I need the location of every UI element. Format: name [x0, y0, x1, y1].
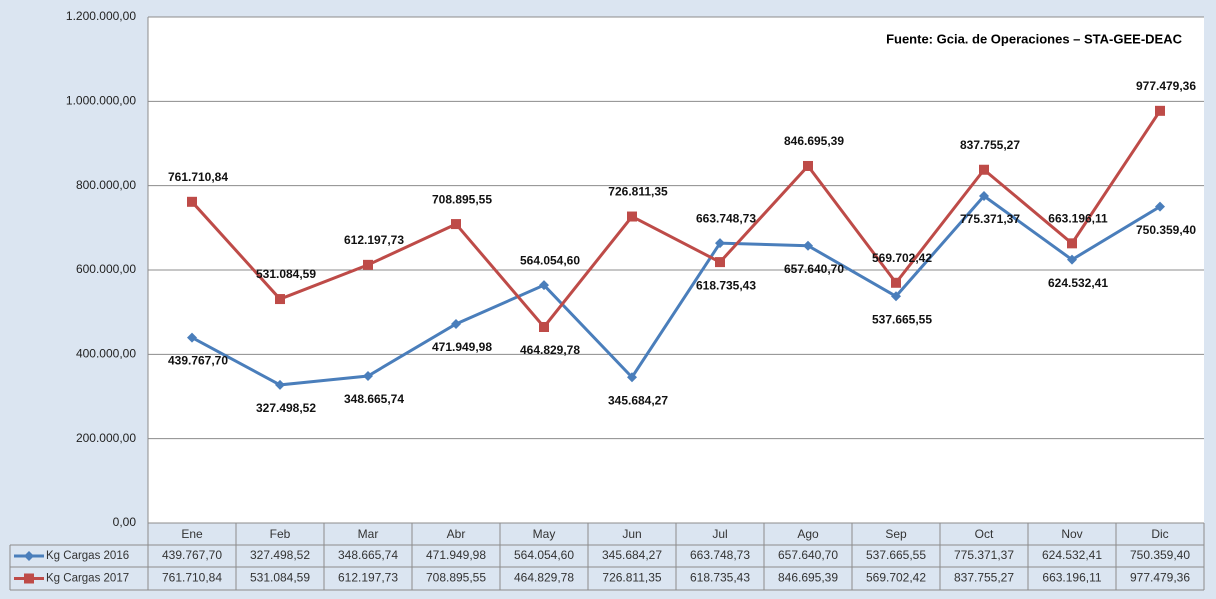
data-label: 439.767,70: [168, 354, 228, 368]
data-label: 624.532,41: [1048, 276, 1108, 290]
marker: [539, 321, 549, 332]
marker: [275, 294, 285, 305]
marker: [363, 370, 373, 381]
data-label: 531.084,59: [256, 267, 316, 281]
x-tick-label: Feb: [270, 527, 291, 541]
table-cell: 663.748,73: [690, 548, 750, 562]
y-tick-label: 600.000,00: [76, 262, 136, 276]
table-cell: 837.755,27: [954, 571, 1014, 585]
data-label: 837.755,27: [960, 138, 1020, 152]
marker: [363, 259, 373, 270]
x-tick-label: Ago: [797, 527, 819, 541]
marker: [1155, 201, 1165, 212]
x-tick-label: Oct: [975, 527, 994, 541]
marker: [539, 280, 549, 291]
data-label: 750.359,40: [1136, 223, 1196, 237]
table-cell: 977.479,36: [1130, 571, 1190, 585]
y-tick-label: 1.000.000,00: [66, 94, 136, 108]
marker: [627, 211, 637, 222]
data-label: 663.196,11: [1048, 212, 1108, 226]
table-cell: 345.684,27: [602, 548, 662, 562]
data-label: 708.895,55: [432, 192, 492, 206]
marker: [451, 219, 461, 230]
data-label: 663.748,73: [696, 211, 756, 225]
table-cell: 624.532,41: [1042, 548, 1102, 562]
marker: [979, 164, 989, 175]
x-tick-label: Jul: [712, 527, 727, 541]
marker: [891, 277, 901, 288]
data-label: 345.684,27: [608, 393, 668, 407]
marker: [803, 240, 813, 251]
table-cell: 531.084,59: [250, 571, 310, 585]
table-cell: 708.895,55: [426, 571, 486, 585]
table-cell: 657.640,70: [778, 548, 838, 562]
table-cell: 750.359,40: [1130, 548, 1190, 562]
data-label: 464.829,78: [520, 343, 580, 357]
x-tick-label: Dic: [1151, 527, 1168, 541]
marker: [187, 196, 197, 207]
annotation: Fuente: Gcia. de Operaciones – STA-GEE-D…: [886, 31, 1183, 46]
data-label: 348.665,74: [344, 392, 404, 406]
x-tick-label: Mar: [358, 527, 379, 541]
y-tick-label: 400.000,00: [76, 347, 136, 361]
legend-label: Kg Cargas 2017: [46, 573, 129, 585]
marker: [715, 257, 725, 268]
data-label: 761.710,84: [168, 170, 228, 184]
data-label: 618.735,43: [696, 278, 756, 292]
marker: [275, 379, 285, 390]
table-cell: 464.829,78: [514, 571, 574, 585]
table-cell: 348.665,74: [338, 548, 398, 562]
data-label: 612.197,73: [344, 233, 404, 247]
y-tick-label: 0,00: [113, 515, 137, 529]
x-tick-label: Sep: [885, 527, 907, 541]
marker: [1155, 105, 1165, 116]
data-label: 726.811,35: [608, 185, 668, 199]
marker: [803, 160, 813, 171]
data-label: 657.640,70: [784, 262, 844, 276]
x-tick-label: Ene: [181, 527, 203, 541]
data-label: 775.371,37: [960, 212, 1020, 226]
y-tick-label: 200.000,00: [76, 431, 136, 445]
table-cell: 618.735,43: [690, 571, 750, 585]
data-label: 327.498,52: [256, 401, 316, 415]
x-tick-label: May: [533, 527, 556, 541]
marker: [891, 291, 901, 302]
table-cell: 537.665,55: [866, 548, 926, 562]
table-cell: 612.197,73: [338, 571, 398, 585]
legend-label: Kg Cargas 2016: [46, 550, 129, 562]
table-cell: 726.811,35: [602, 571, 661, 585]
marker: [24, 573, 34, 584]
x-tick-label: Abr: [447, 527, 466, 541]
table-cell: 663.196,11: [1042, 571, 1101, 585]
marker: [627, 372, 637, 383]
table-cell: 569.702,42: [866, 571, 926, 585]
data-label: 537.665,55: [872, 312, 932, 326]
series-line: [190, 110, 1162, 330]
marker: [187, 332, 197, 343]
data-label: 564.054,60: [520, 253, 580, 267]
table-cell: 564.054,60: [514, 548, 574, 562]
table-cell: 439.767,70: [162, 548, 222, 562]
data-label: 471.949,98: [432, 340, 492, 354]
marker: [715, 238, 725, 249]
y-tick-label: 1.200.000,00: [66, 9, 136, 23]
data-label: 977.479,36: [1136, 79, 1196, 93]
marker: [1067, 254, 1077, 265]
table-cell: 761.710,84: [162, 571, 222, 585]
marker: [24, 551, 34, 561]
data-label: 846.695,39: [784, 134, 844, 148]
table-cell: 327.498,52: [250, 548, 310, 562]
data-label: 569.702,42: [872, 251, 932, 265]
marker: [451, 318, 461, 329]
table-cell: 471.949,98: [426, 548, 486, 562]
table-cell: 775.371,37: [954, 548, 1014, 562]
marker: [1067, 238, 1077, 249]
table-cell: 846.695,39: [778, 571, 838, 585]
x-tick-label: Jun: [622, 527, 641, 541]
series-line: [191, 194, 1161, 387]
x-tick-label: Nov: [1061, 527, 1082, 541]
y-tick-label: 800.000,00: [76, 178, 136, 192]
marker: [979, 191, 989, 202]
